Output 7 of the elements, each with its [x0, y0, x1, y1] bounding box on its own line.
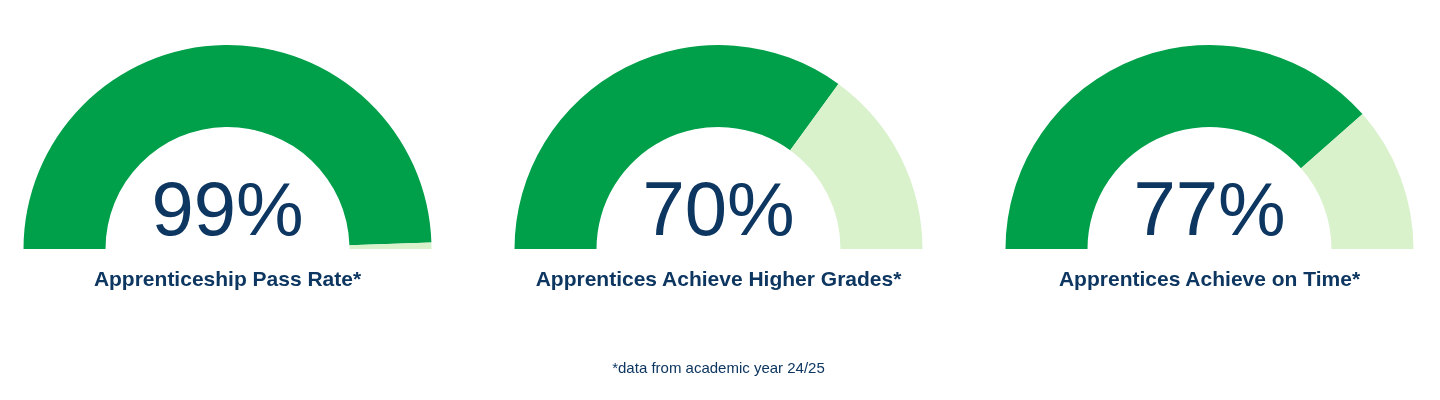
data-label: 70% [642, 166, 795, 251]
data-label: 99% [151, 166, 304, 251]
text: Apprenticeship Pass Rate* [93, 267, 362, 290]
data-label: 77% [1133, 166, 1286, 251]
text: Apprentices Achieve Higher Grades* [535, 267, 903, 290]
text: *data from academic year 24/25 [612, 359, 825, 376]
text: Apprentices Achieve on Time* [1058, 267, 1361, 290]
